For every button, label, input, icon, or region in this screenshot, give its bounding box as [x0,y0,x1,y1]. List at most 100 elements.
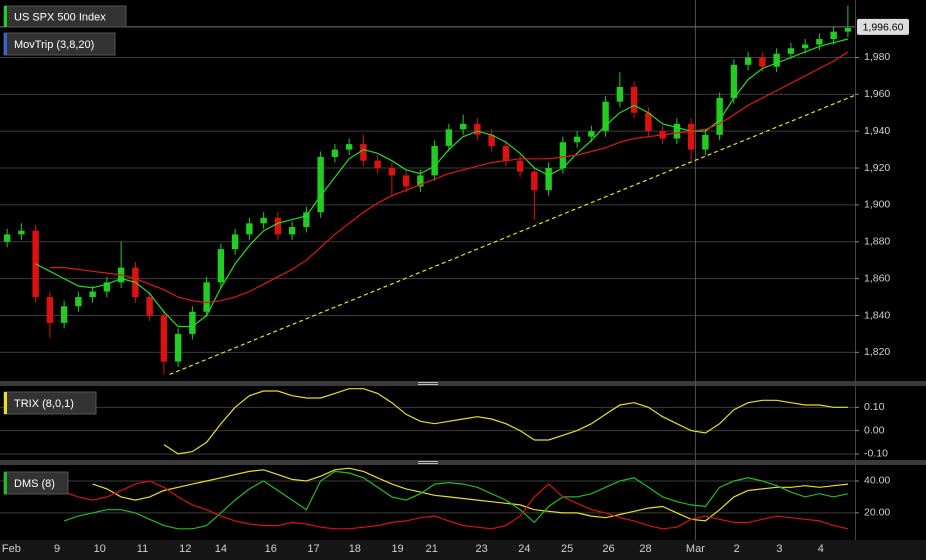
candle-body [260,217,267,224]
candle-body [773,53,780,67]
x-tick-label: 21 [426,543,438,555]
candle-body [730,64,738,98]
candle-body [417,175,424,187]
y-tick-label: 40.00 [864,475,890,487]
x-tick-label: 9 [54,543,60,555]
candle-body [345,144,353,150]
x-tick-label: 14 [215,543,227,555]
candle-body [716,98,723,135]
candle-body [46,297,54,323]
y-tick-label: 1,920 [864,162,890,174]
candle-body [830,31,837,40]
candle-body [402,175,410,187]
candle-body [573,136,581,143]
candle-body [203,282,210,312]
x-tick-label: 18 [349,543,361,555]
candle-body [174,333,182,362]
candle-body [18,230,25,235]
x-tick-label: Mar [686,543,705,555]
x-tick-label: 26 [602,543,614,555]
y-tick-label: 1,880 [864,236,890,248]
legend-color-bar [4,472,7,494]
x-tick-label: 3 [776,543,782,555]
x-tick-label: Feb [2,543,21,555]
x-tick-label: 4 [818,543,824,555]
candle-body [759,57,766,67]
candle-body [146,297,153,316]
trend-line [169,94,856,376]
candle-body [630,86,638,113]
panel-separator[interactable] [0,381,926,386]
x-tick-label: 11 [137,543,148,555]
x-tick-label: 19 [391,543,403,555]
panel-separator[interactable] [0,460,926,465]
y-tick-label: 1,960 [864,88,890,100]
moving-average [49,51,849,304]
x-tick-label: 17 [307,543,319,555]
candle-body [545,168,552,191]
candle-body [75,297,82,307]
x-tick-label: 24 [518,543,530,555]
legend-color-bar [4,6,7,27]
last-price-tag [857,18,909,35]
candle-body [331,149,339,157]
legend-title: US SPX 500 Index [14,11,106,23]
candle-body [459,123,467,130]
candle-body [445,129,453,146]
indicator-line [63,470,849,530]
x-tick-label: 23 [476,543,488,555]
y-tick-label: 1,820 [864,346,890,358]
candle-body [189,311,196,334]
x-tick-label: 10 [94,543,106,555]
candle-body [787,48,795,54]
y-tick-label: 1,980 [864,51,890,63]
y-tick-label: 1,860 [864,272,890,284]
candle-body [103,282,111,292]
y-tick-label: 1,940 [864,125,890,137]
legend-title: TRIX (8,0,1) [14,398,74,410]
candle-body [231,234,239,250]
x-tick-label: 28 [639,543,651,555]
indicator-line [163,388,848,455]
y-tick-label: -0.10 [864,448,888,460]
candle-body [474,123,481,135]
x-tick-label: 25 [561,543,573,555]
indicator-line [35,480,849,530]
candle-body [588,131,595,137]
candle-body [388,168,396,176]
y-tick-label: 1,840 [864,309,890,321]
candle-body [687,123,695,150]
candle-body [60,306,68,323]
candle-body [288,227,296,235]
y-tick-label: 0.10 [864,401,885,413]
candle-body [816,39,823,45]
candle-body [645,112,652,132]
candle-body [559,142,567,169]
legend-color-bar [4,392,7,414]
legend-indicator: MovTrip (3,8,20) [14,39,94,51]
candle-body [673,123,681,139]
candle-body [303,212,310,228]
candle-body [844,27,852,32]
separator-grip [418,382,438,464]
candle-body [246,223,253,235]
candle-body [502,145,510,161]
x-tick-label: 16 [265,543,277,555]
x-tick-label: 2 [734,543,740,555]
legend-color-bar [4,33,7,55]
indicator-line [92,467,848,522]
candle-body [801,44,809,49]
y-tick-label: 1,900 [864,199,890,211]
candle-body [317,156,324,213]
candle-body [360,144,367,161]
x-axis-band [0,540,926,560]
candle-body [616,86,624,102]
candle-body [3,234,11,242]
candle-body [602,101,609,132]
x-tick-label: 12 [179,543,191,555]
candle-body [516,160,524,172]
candle-body [160,315,168,362]
candle-body [89,291,96,298]
